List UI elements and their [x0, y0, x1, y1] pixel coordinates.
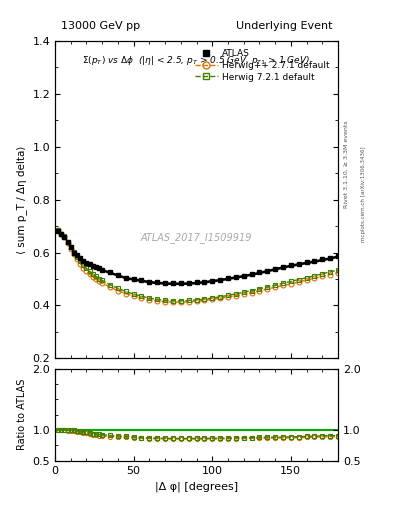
Text: 13000 GeV pp: 13000 GeV pp	[61, 22, 140, 31]
Y-axis label: ⟨ sum p_T / Δη delta⟩: ⟨ sum p_T / Δη delta⟩	[16, 145, 27, 254]
Text: Underlying Event: Underlying Event	[236, 22, 332, 31]
Text: Rivet 3.1.10, ≥ 3.3M events: Rivet 3.1.10, ≥ 3.3M events	[343, 120, 348, 208]
Legend: ATLAS, Herwig++ 2.7.1 default, Herwig 7.2.1 default: ATLAS, Herwig++ 2.7.1 default, Herwig 7.…	[191, 46, 334, 85]
X-axis label: |Δ φ| [degrees]: |Δ φ| [degrees]	[155, 481, 238, 492]
Y-axis label: Ratio to ATLAS: Ratio to ATLAS	[17, 379, 27, 451]
Text: ATLAS_2017_I1509919: ATLAS_2017_I1509919	[141, 232, 252, 243]
Text: $\Sigma(p_T)$ vs $\Delta\phi$  ($|\eta|$ < 2.5, $p_T$ > 0.5 GeV, $p_{T1}$ > 1 Ge: $\Sigma(p_T)$ vs $\Delta\phi$ ($|\eta|$ …	[83, 54, 310, 67]
Text: mcplots.cern.ch [arXiv:1306.3436]: mcplots.cern.ch [arXiv:1306.3436]	[361, 147, 366, 242]
